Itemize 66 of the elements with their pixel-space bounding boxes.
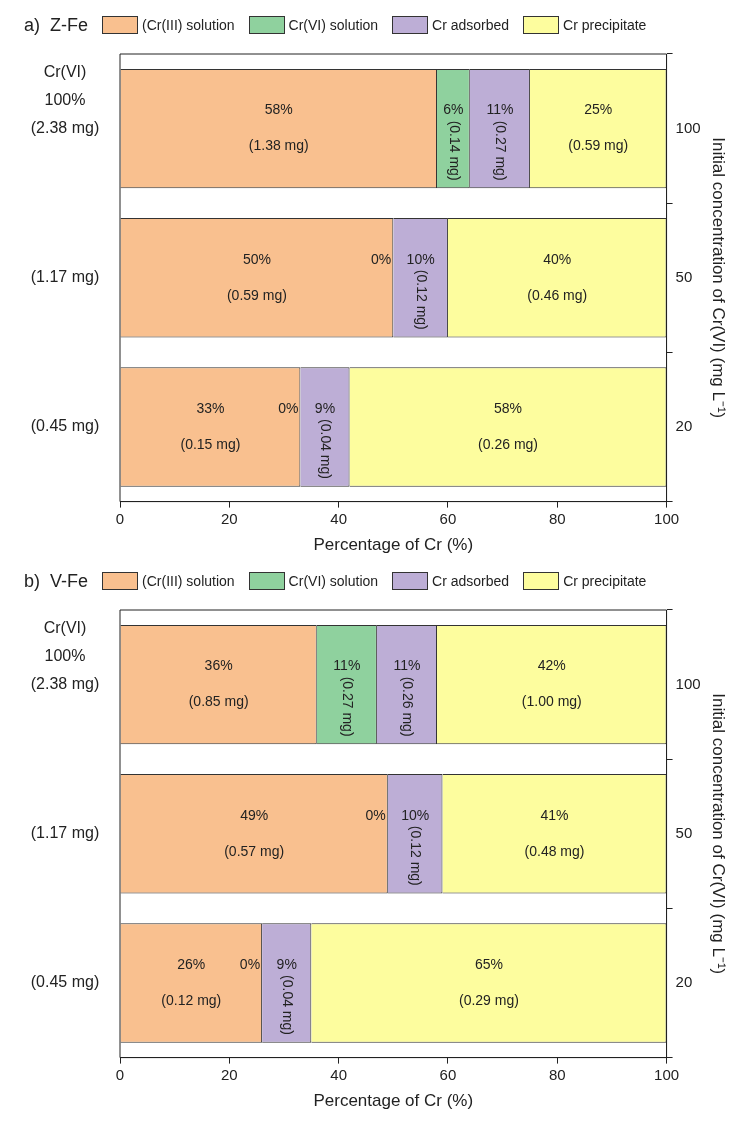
text: 65% (0.29 mg) [458,955,519,1008]
text: (2.38 mg) [30,119,100,137]
x-axis-title: Percentage of Cr (%) [313,1091,474,1111]
data-label: 6% (0.14 mg) [443,101,464,181]
text: (0.45 mg) [30,417,100,435]
text: 36% (0.85 mg) [188,657,249,710]
x-tick-label: 40 [330,509,347,527]
text: (1.17 mg) [30,824,100,842]
data-label: 11% (0.27 mg) [333,657,361,737]
x-tick-label: 0 [115,1065,125,1083]
text: 58% (1.38 mg) [248,101,309,154]
data-label: 10% (0.12 mg) [406,250,435,330]
text: (1.17 mg) [30,268,100,286]
x-tick-label: 60 [439,509,457,527]
text: 26% (0.12 mg) [161,955,222,1008]
legend-label: Cr(VI) solution [288,17,379,33]
text: (0.45 mg) [30,973,100,991]
text: (2.38 mg) [30,675,100,693]
text: 58% (0.26 mg) [478,399,539,452]
legend-label: Cr adsorbed [432,17,510,33]
annotation: 0% [365,806,386,823]
text: Cr(VI) [43,63,87,81]
annotation: 0% [278,399,299,416]
x-tick-label: 100 [654,509,680,527]
data-label: 9% (0.04 mg) [314,399,336,479]
x-tick-label: 0 [115,509,125,527]
annotation: 0% [371,250,392,267]
x-tick-label: 60 [439,1065,457,1083]
x-tick-label: 20 [220,1065,238,1083]
text: Cr precipitate [563,573,647,589]
text: 25% (0.59 mg) [568,101,629,154]
data-label: 11% (0.27 mg) [486,101,514,181]
text: 42% (1.00 mg) [521,657,582,710]
text: 33% (0.15 mg) [180,399,241,452]
text: Cr(VI) [43,619,87,637]
y2-axis-title: Initial concentration of Cr(VI) (mg L⁻¹) [709,137,729,419]
legend-label: (Cr(III) solution [142,573,235,589]
legend-label: Cr precipitate [563,17,647,33]
text: 40% (0.46 mg) [527,250,588,303]
x-tick-label: 100 [654,1065,680,1083]
text: (Cr(III) solution [142,17,235,33]
annotation: 0% [239,955,261,972]
text: 100% [44,647,86,665]
x-axis-title: Percentage of Cr (%) [313,535,474,555]
y2-axis-title: Initial concentration of Cr(VI) (mg L⁻¹) [709,693,729,975]
chart-title: b) V-Fe [24,570,89,592]
y-tick-label: 100 [675,118,701,136]
y-tick-label: 20 [675,417,693,435]
y-tick-label: 50 [675,267,693,285]
y-tick-label: 50 [675,823,693,841]
data-label: 9% (0.04 mg) [276,955,297,1035]
data-label: 10% (0.12 mg) [401,806,430,886]
text: 50% (0.59 mg) [226,250,287,303]
y-tick-label: 20 [675,973,693,991]
text: 49% (0.57 mg) [224,806,285,859]
chart-title: a) Z-Fe [24,14,89,36]
x-tick-label: 20 [220,509,238,527]
data-label: 11% (0.26 mg) [393,657,421,737]
text: 100% [44,91,86,109]
x-tick-label: 80 [548,1065,566,1083]
x-tick-label: 80 [548,509,566,527]
legend-label: Cr(VI) solution [288,573,379,589]
y-tick-label: 100 [675,674,701,692]
text: 41% (0.48 mg) [524,806,585,859]
legend-label: Cr adsorbed [432,573,510,589]
x-tick-label: 40 [330,1065,347,1083]
